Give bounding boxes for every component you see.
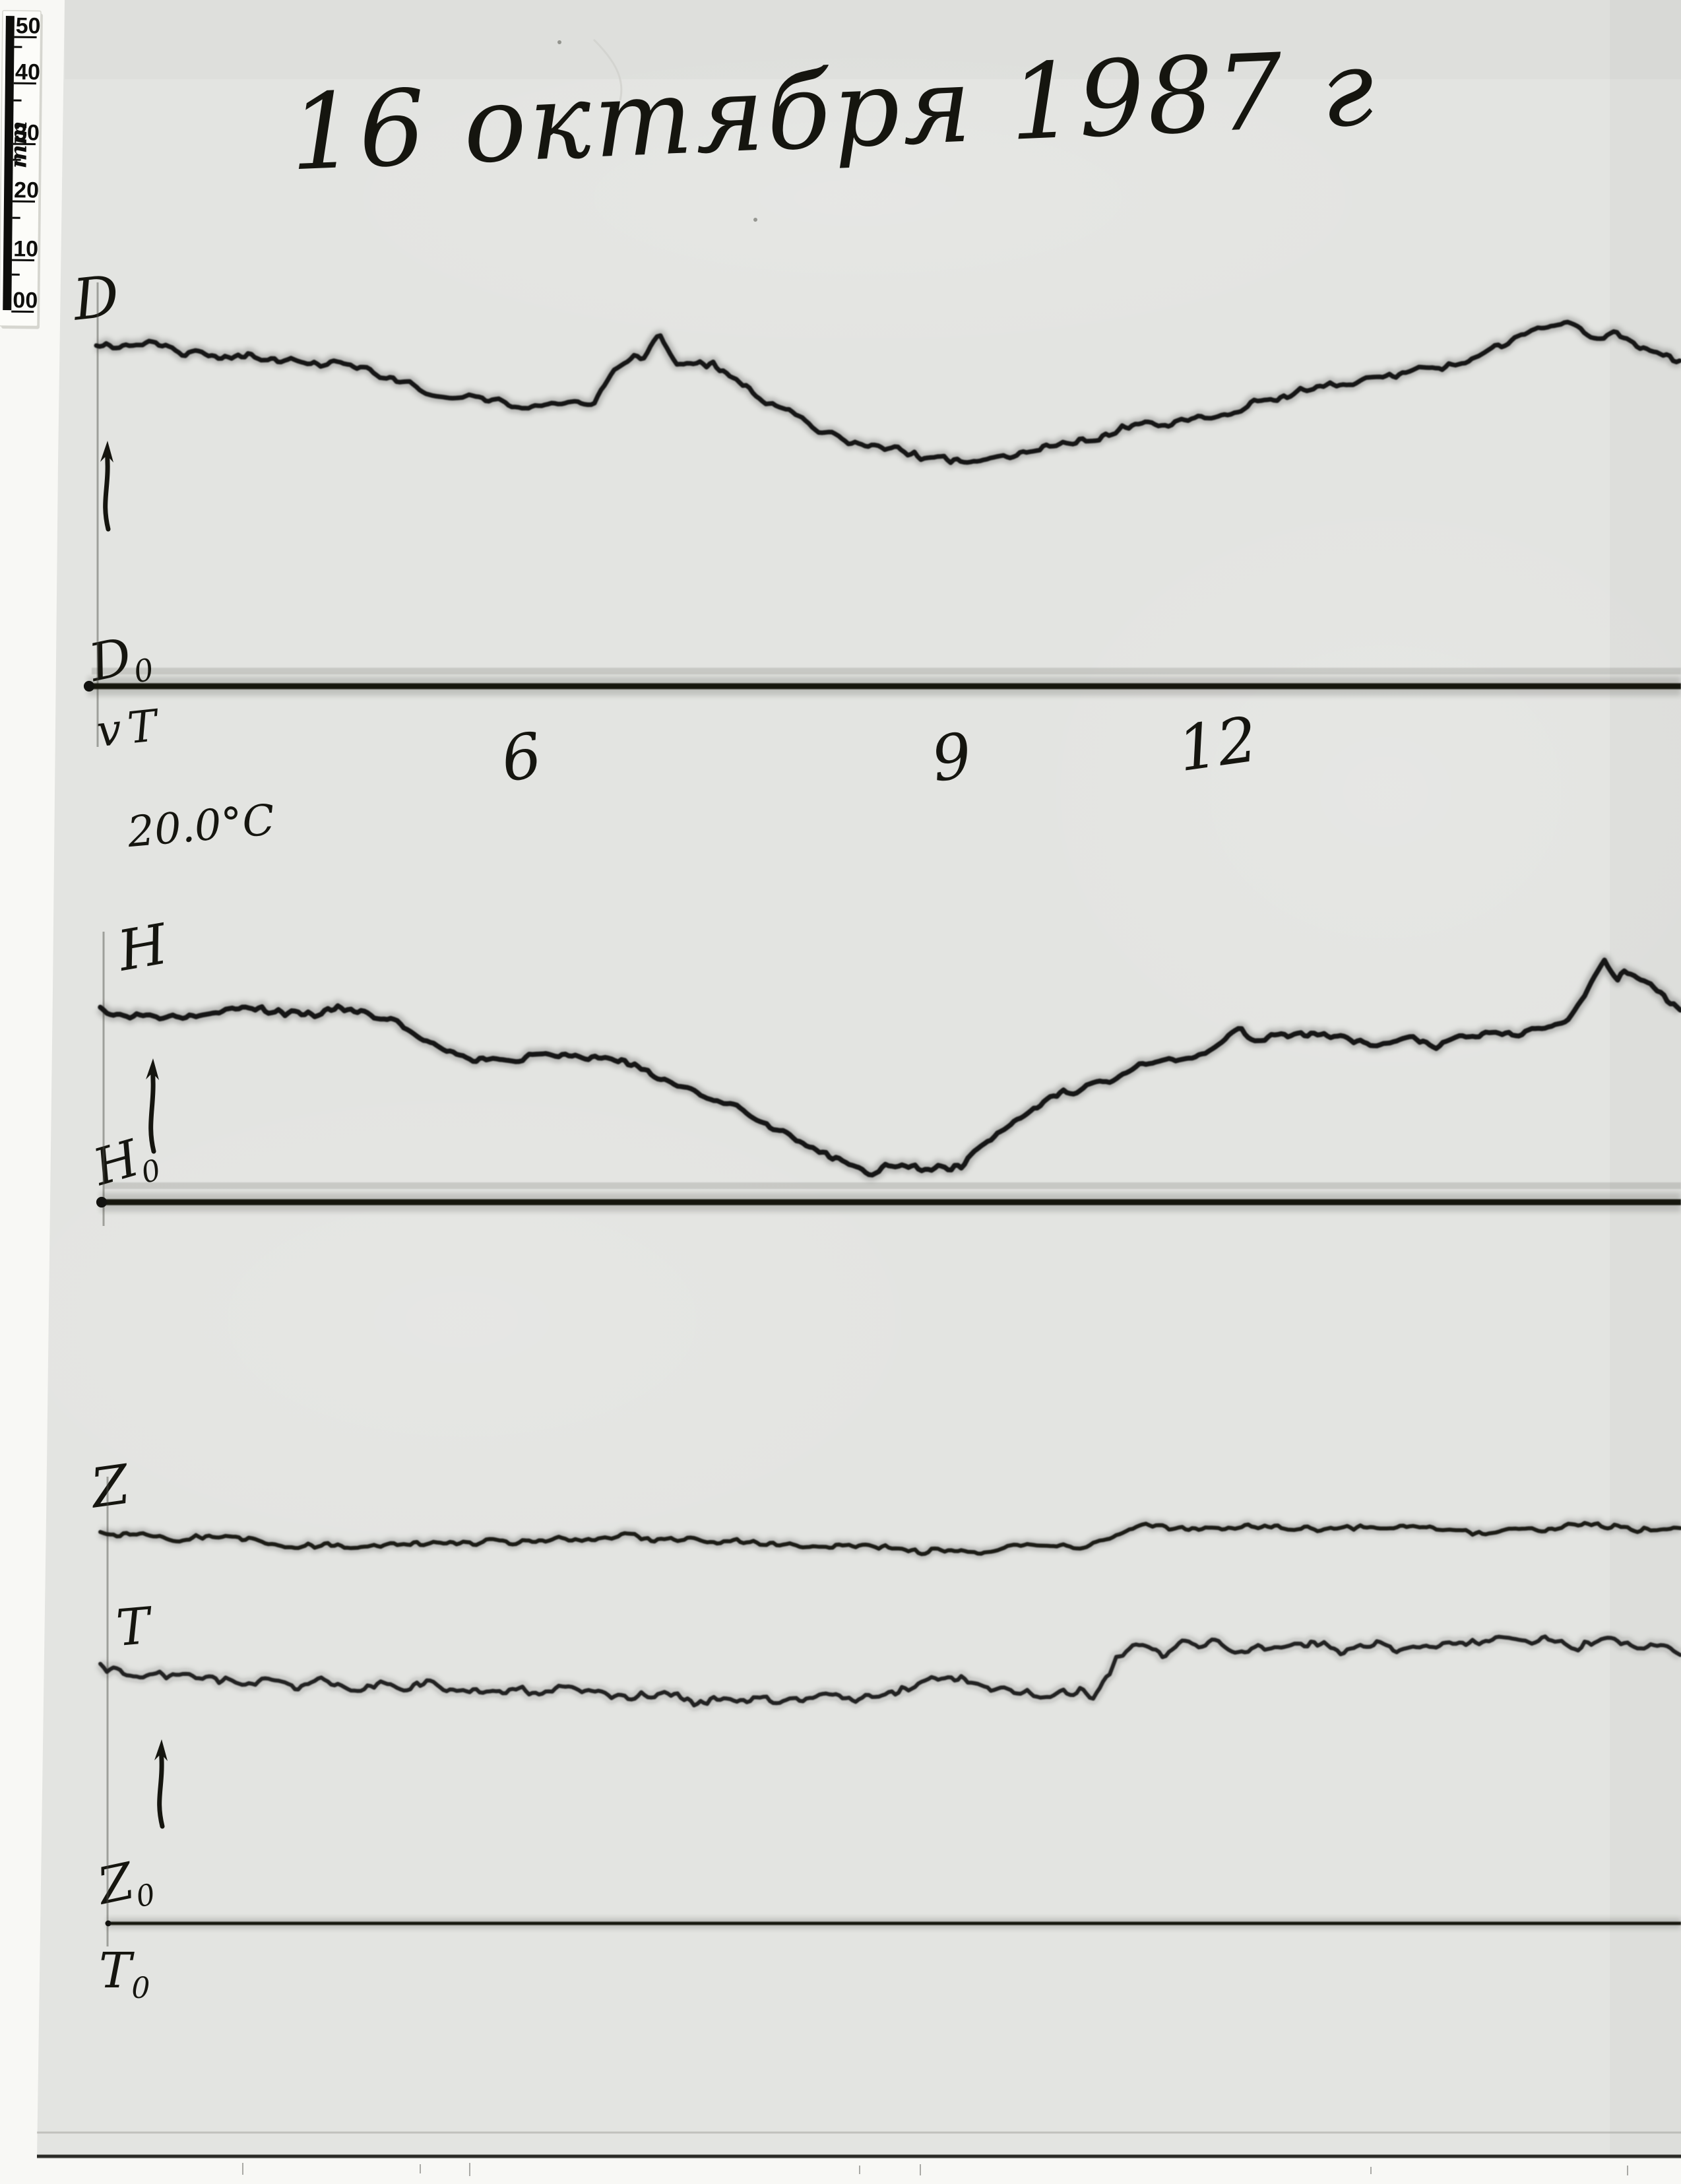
t0-baseline-label: T0: [99, 1943, 150, 2005]
ruler-black-bar: [3, 16, 15, 311]
time-pips-layer: [238, 352, 1660, 1692]
dust-speck: [557, 40, 561, 44]
baselines-layer: [83, 668, 1681, 1929]
paper-crease: [592, 38, 623, 101]
h-trace: [98, 957, 1681, 1178]
d-trace-label: D: [69, 263, 122, 334]
ruler-tick-label: 00: [13, 288, 38, 313]
H0-baseline-start-blob: [96, 1196, 108, 1208]
paper-bottom-edge: [37, 2131, 1681, 2158]
dust-speck: [753, 218, 757, 222]
ruler-tick-label: 50: [16, 13, 41, 38]
arrow-head-icon: [146, 1058, 159, 1080]
traces-layer: [94, 316, 1681, 1710]
ruler-tick-label: 40: [15, 59, 40, 84]
H0-baseline: [100, 1199, 1681, 1205]
arrow-head-icon: [154, 1739, 168, 1761]
z-trace: [98, 1521, 1681, 1557]
D0-baseline: [88, 683, 1681, 690]
ruler-tick-label: 10: [13, 236, 38, 261]
ruler-tick-label: 30: [15, 120, 40, 145]
arrow-shaft: [157, 1746, 165, 1829]
arrow-head-icon: [100, 441, 113, 463]
scaling-arrows-layer: [100, 441, 168, 1829]
ruler-tick-label: 20: [14, 177, 39, 203]
arrow-shaft: [148, 1065, 156, 1154]
dust-layer: [242, 40, 1628, 2176]
Z0-T0-baseline: [107, 1921, 1681, 1925]
arrow-shaft: [103, 447, 111, 532]
mm-ruler: 50 40 30 20 10 00 mm: [0, 10, 43, 329]
D0-baseline-echo: [92, 668, 1681, 674]
Z0-T0-baseline-start-blob: [105, 1920, 111, 1927]
hour-label: 12: [1174, 704, 1262, 787]
ruler-unit-label: mm: [5, 121, 32, 168]
d-trace: [94, 319, 1681, 465]
H0-baseline-echo: [104, 1182, 1681, 1189]
t-trace: [98, 1634, 1681, 1708]
time-scale-label: vT: [94, 699, 166, 757]
D0-baseline-start-blob: [83, 680, 95, 692]
